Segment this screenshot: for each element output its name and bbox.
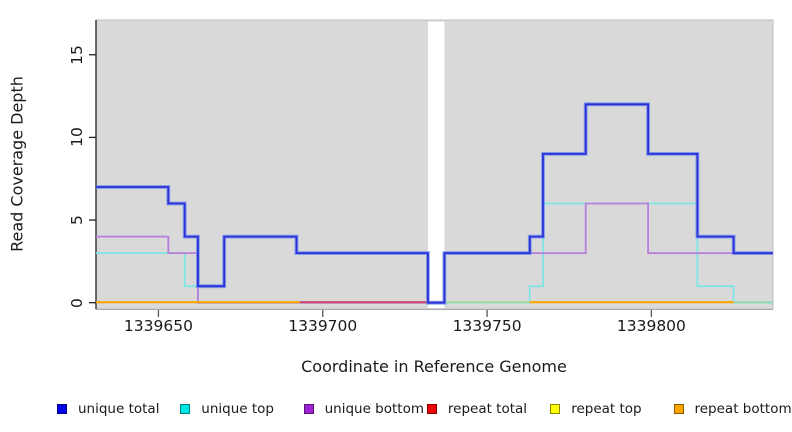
x-tick-label: 1339750 <box>452 317 522 335</box>
coverage-gap-band <box>427 21 445 308</box>
y-tick-label: 0 <box>68 297 86 308</box>
legend-swatch-icon <box>550 404 561 414</box>
legend-swatch-icon <box>303 404 314 414</box>
series-unique-total-line <box>96 103 773 304</box>
legend-swatch-icon <box>673 404 684 414</box>
legend-item-repeat-total: repeat total <box>426 401 528 417</box>
legend-item-repeat-top: repeat top <box>550 401 642 417</box>
legend-label: repeat total <box>447 401 528 417</box>
y-axis-title: Read Coverage Depth <box>7 76 27 252</box>
legend-swatch-icon <box>180 404 191 414</box>
legend-item-unique-top: unique top <box>180 401 274 417</box>
x-tick-label: 1339650 <box>123 317 193 335</box>
legend-item-repeat-bottom: repeat bottom <box>673 401 792 417</box>
legend-item-unique-bottom: unique bottom <box>303 401 425 417</box>
legend-label: repeat bottom <box>694 401 792 417</box>
series-unique-top-line <box>96 202 773 304</box>
legend-label: repeat top <box>571 401 642 417</box>
x-axis-title: Coordinate in Reference Genome <box>301 357 567 376</box>
legend-label: unique bottom <box>324 401 425 417</box>
y-tick-label: 15 <box>68 44 86 65</box>
legend-swatch-icon <box>426 404 437 414</box>
x-tick-label: 1339700 <box>288 317 358 335</box>
y-tick-label: 10 <box>68 127 86 148</box>
legend-swatch-icon <box>57 404 67 414</box>
x-tick-label: 1339800 <box>616 317 686 335</box>
y-tick-label: 5 <box>68 215 86 225</box>
legend-label: unique total <box>78 401 160 417</box>
legend-label: unique top <box>201 401 275 417</box>
legend-item-unique-total: unique total <box>57 401 159 417</box>
